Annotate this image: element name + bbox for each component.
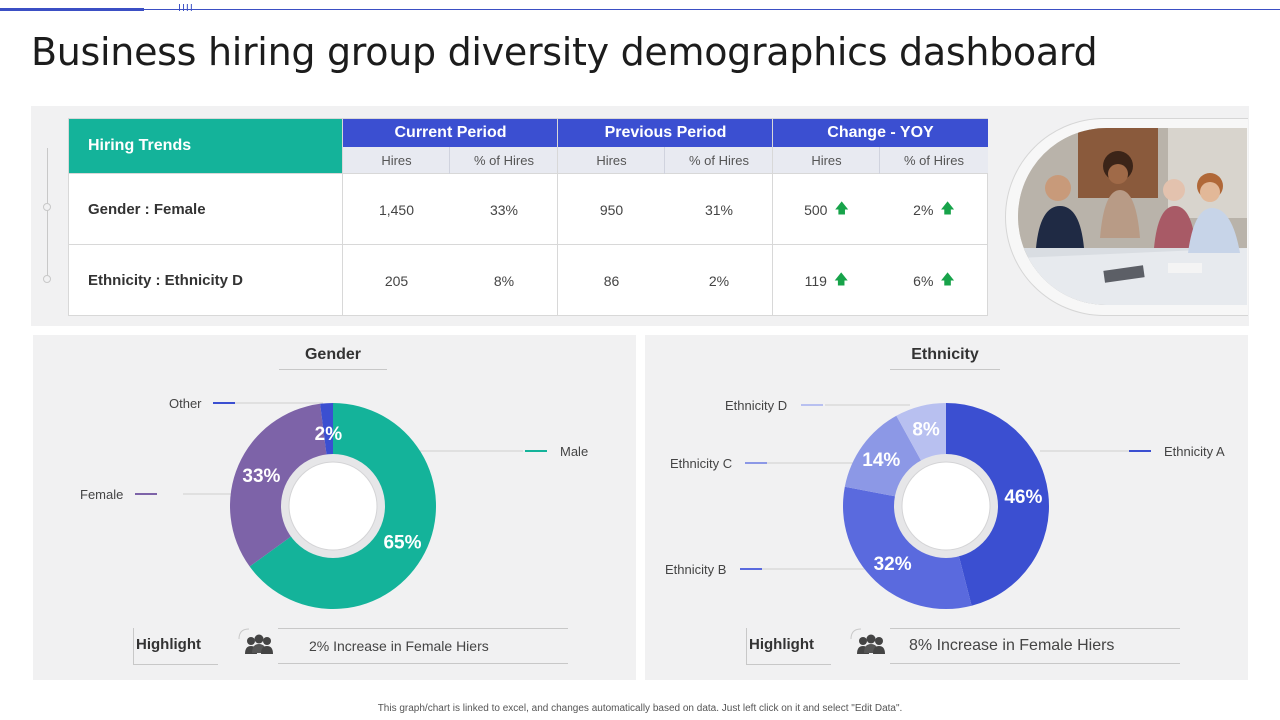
gender-data-label: 65% — [383, 532, 421, 553]
legend-label-ethnicity-d: Ethnicity D — [725, 398, 788, 413]
ethnicity-chart-title: Ethnicity — [911, 346, 979, 363]
ethnicity-slice-ethnicity-b[interactable] — [843, 486, 972, 609]
ethnicity-highlight-label: Highlight — [749, 636, 814, 653]
legend-label-other: Other — [169, 396, 202, 411]
table-cell-change: 2% 🡅 — [880, 174, 988, 245]
table-cell-change: 119 🡅 — [773, 245, 880, 316]
ethnicity-slice-ethnicity-c[interactable] — [844, 415, 922, 497]
table-divider — [879, 147, 880, 174]
table-cell: 950 — [599, 201, 624, 218]
title-underline — [890, 369, 1000, 370]
ethnicity-highlight-text: 8% Increase in Female Hiers — [909, 637, 1115, 654]
table-divider — [69, 244, 988, 245]
subheader-hires: Hires — [343, 147, 450, 173]
table-cell: 31% — [704, 201, 734, 218]
ethnicity-data-label: 8% — [912, 420, 940, 441]
gender-highlight-text: 2% Increase in Female Hiers — [309, 638, 489, 654]
gender-slice-other[interactable] — [320, 403, 333, 457]
highlight-bracket — [133, 628, 218, 665]
subheader-pct-hires: % of Hires — [450, 147, 558, 173]
highlight-bracket — [746, 628, 831, 665]
gender-highlight-box — [278, 628, 568, 664]
table-cell: 2% — [708, 272, 730, 289]
accent-bar-thick — [0, 8, 144, 11]
subheader-hires: Hires — [558, 147, 665, 173]
table-divider — [557, 119, 558, 316]
page-title: Business hiring group diversity demograp… — [31, 30, 1098, 74]
footer-note: This graph/chart is linked to excel, and… — [377, 703, 903, 714]
table-divider — [664, 147, 665, 174]
arrow-up-icon: 🡅 — [833, 270, 849, 287]
legend-label-ethnicity-b: Ethnicity B — [665, 562, 727, 577]
table-cell: 1,450 — [378, 201, 415, 218]
row-connector — [43, 148, 68, 283]
table-divider — [772, 119, 773, 316]
accent-bar-thin — [144, 9, 1280, 10]
team-meeting-illustration — [1018, 128, 1247, 305]
subheader-pct-hires: % of Hires — [880, 147, 988, 173]
gender-data-label: 33% — [242, 466, 280, 487]
ethnicity-donut-chart[interactable]: 46% 32% 14% 8% — [645, 335, 1248, 680]
ethnicity-slice-ethnicity-d[interactable] — [896, 403, 946, 463]
connector-node-2 — [43, 275, 51, 283]
legend-label-ethnicity-a: Ethnicity A — [1164, 444, 1225, 459]
arrow-up-icon: 🡅 — [940, 270, 955, 287]
connector-node-1 — [43, 203, 51, 211]
people-group-icon — [238, 628, 273, 654]
header-change-yoy: Change - YOY — [773, 119, 988, 147]
gender-data-label: 2% — [315, 424, 343, 445]
table-cell-change: 500 🡅 — [773, 174, 880, 245]
hiring-trends-table[interactable]: Hiring Trends Current Period Previous Pe… — [68, 118, 988, 316]
arrow-up-icon: 🡅 — [940, 199, 955, 216]
table-cell: 86 — [603, 272, 620, 289]
table-cell: 8% — [493, 272, 515, 289]
team-meeting-photo — [1018, 128, 1247, 305]
ethnicity-data-label: 32% — [874, 554, 912, 575]
gender-donut-chart[interactable]: 65% 33% 2% — [33, 335, 636, 680]
ethnicity-donut-hole — [901, 461, 991, 551]
legend-label-female: Female — [80, 487, 124, 502]
title-underline — [279, 369, 387, 370]
row-label-gender-female: Gender : Female — [88, 201, 206, 218]
gender-highlight-label: Highlight — [136, 636, 201, 653]
table-cell-change: 6% 🡅 — [880, 245, 988, 316]
accent-ticks: IIII — [178, 3, 194, 14]
ethnicity-data-label: 14% — [862, 450, 900, 471]
change-value: 500 — [804, 201, 828, 218]
gender-slice-female[interactable] — [229, 403, 327, 567]
subheader-pct-hires: % of Hires — [665, 147, 773, 173]
change-value: 2% — [913, 201, 934, 218]
gender-slice-male[interactable] — [249, 403, 436, 609]
table-divider — [342, 119, 343, 316]
subheader-hires: Hires — [773, 147, 880, 173]
arrow-up-icon: 🡅 — [834, 199, 849, 216]
header-previous-period: Previous Period — [558, 119, 773, 147]
ethnicity-data-label: 46% — [1004, 487, 1042, 508]
top-accent-bar: IIII — [0, 4, 1280, 14]
table-header-hiring-trends: Hiring Trends — [69, 119, 343, 173]
people-group-icon — [850, 628, 885, 654]
ethnicity-highlight-box — [890, 628, 1180, 664]
header-current-period: Current Period — [343, 119, 558, 147]
gender-chart-title: Gender — [304, 346, 361, 363]
change-value: 119 — [804, 272, 827, 289]
row-label-ethnicity-d: Ethnicity : Ethnicity D — [88, 272, 244, 289]
table-divider — [449, 147, 450, 174]
gender-donut-hole — [288, 461, 378, 551]
legend-label-male: Male — [560, 444, 589, 459]
legend-label-ethnicity-c: Ethnicity C — [670, 456, 733, 471]
change-value: 6% — [913, 272, 934, 289]
table-divider — [69, 173, 988, 174]
table-cell: 205 — [384, 272, 409, 289]
table-cell: 33% — [489, 201, 519, 218]
